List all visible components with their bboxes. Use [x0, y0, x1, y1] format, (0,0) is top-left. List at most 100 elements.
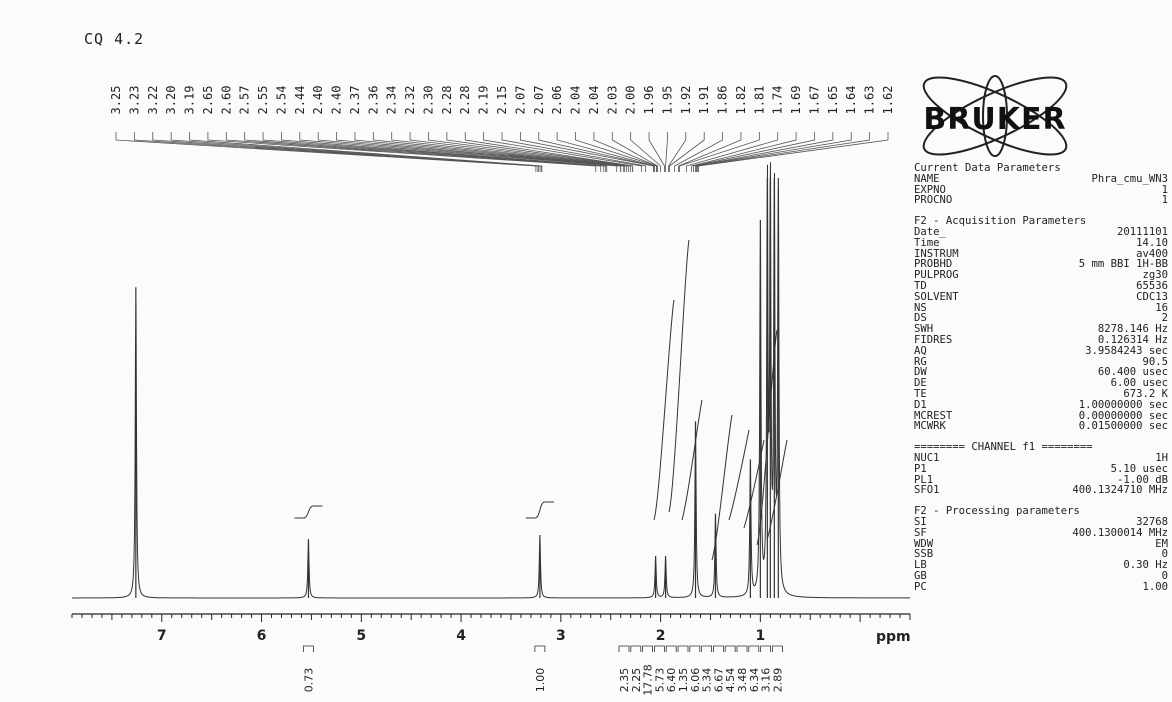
- acquisition-params-header: F2 - Acquisition Parameters: [914, 215, 1087, 228]
- peak-label: 2.40: [311, 86, 325, 115]
- integral-bracket: [760, 645, 771, 652]
- peak-leader-line: [698, 132, 889, 172]
- param-key: SSB: [914, 548, 934, 561]
- integral-bracket: [618, 645, 630, 652]
- integral-value: 1.35: [677, 668, 690, 693]
- peak-label: 2.40: [330, 86, 344, 115]
- peak-label: 2.07: [532, 86, 546, 115]
- param-key: SWH: [914, 323, 934, 336]
- param-key: P1: [914, 462, 927, 475]
- integral-bracket: [701, 645, 712, 652]
- param-key: WDW: [914, 537, 934, 550]
- param-row: SSB 0: [914, 549, 1168, 560]
- peak-leader-line: [391, 132, 628, 172]
- peak-label: 3.22: [146, 86, 160, 115]
- peak-leader-line: [501, 132, 647, 172]
- integral-value: 2.35: [618, 668, 631, 693]
- param-value: 2: [1161, 312, 1168, 325]
- param-key: NS: [914, 301, 927, 314]
- param-value: Phra_cmu_WN3: [1091, 172, 1168, 185]
- param-row: SF 400.1300014 MHz: [914, 527, 1168, 539]
- param-row: SFO1 400.1324710 MHz: [914, 485, 1168, 496]
- spectrum-line: [72, 162, 910, 599]
- peak-leader-line: [611, 132, 659, 172]
- param-key: TD: [914, 279, 927, 292]
- param-row: FIDRES 0.126314 Hz: [914, 335, 1168, 346]
- param-key: DE: [914, 377, 927, 390]
- peak-label: 1.91: [697, 86, 711, 115]
- peak-leader-line: [428, 132, 632, 172]
- peak-label: 1.65: [826, 86, 840, 115]
- param-row: DS 2: [914, 313, 1168, 324]
- param-row: PULPROG zg30: [914, 270, 1168, 281]
- param-row: MCREST 0.00000000 sec: [914, 410, 1168, 422]
- param-key: MCWRK: [914, 420, 946, 433]
- peak-label: 2.34: [385, 86, 399, 115]
- peak-label: 2.07: [513, 86, 527, 115]
- bruker-logo-text: BRUKER: [923, 102, 1067, 137]
- processing-params-rows: SI 32768 SF 400.1300014 MHz WDW EM SSB 0 LB 0.30 …: [914, 517, 1168, 593]
- param-row: NUC1 1H: [914, 453, 1168, 464]
- peak-label: 2.36: [366, 86, 380, 115]
- integral-value: 1.00: [534, 668, 547, 693]
- peak-label: 1.86: [716, 86, 730, 115]
- param-value: 65536: [1136, 279, 1168, 292]
- param-row: NS 16: [914, 301, 1168, 314]
- param-value: 0.126314 Hz: [1097, 333, 1168, 346]
- peak-label: 2.65: [201, 86, 215, 115]
- param-row: NAME Phra_cmu_WN3: [914, 172, 1168, 185]
- integral-curve: [668, 239, 690, 513]
- param-key: NAME: [914, 172, 940, 185]
- integral-bracket: [713, 645, 724, 652]
- peak-label: 1.95: [660, 86, 674, 115]
- param-row: SWH 8278.146 Hz: [914, 324, 1168, 335]
- peak-label: 2.19: [477, 86, 491, 115]
- param-row: D1 1.00000000 sec: [914, 399, 1168, 411]
- integral-value: 6.34: [748, 668, 761, 693]
- integral-curve: [681, 399, 703, 521]
- peak-leader-line: [207, 132, 597, 172]
- peak-label: 2.06: [550, 86, 564, 115]
- acquisition-params-rows: Date_ 20111101 Time 14.10 INSTRUM av400 PROBHD…: [914, 227, 1168, 432]
- integral-value: 6.67: [712, 668, 725, 693]
- param-key: SOLVENT: [914, 290, 959, 303]
- peak-leader-line: [244, 132, 605, 172]
- peak-leader-line: [354, 132, 625, 172]
- integral-bracket: [724, 645, 736, 652]
- param-row: INSTRUM av400: [914, 248, 1168, 260]
- param-key: PULPROG: [914, 269, 959, 282]
- x-tick-label: 5: [356, 628, 366, 644]
- param-key: DS: [914, 312, 927, 325]
- param-key: EXPNO: [914, 183, 946, 196]
- integral-value: 2.25: [630, 668, 643, 693]
- integral-bracket: [630, 645, 642, 652]
- integral-value: 6.06: [689, 668, 702, 693]
- integral-bracket: [748, 645, 760, 652]
- peak-label: 2.04: [569, 86, 583, 115]
- param-key: LB: [914, 559, 927, 572]
- peak-leader-line: [372, 132, 626, 172]
- param-value: 1H: [1155, 451, 1168, 464]
- param-key: PROCNO: [914, 194, 953, 207]
- integral-bracket: [772, 645, 783, 652]
- x-tick-label: 6: [257, 628, 267, 644]
- integral-curve: [728, 429, 750, 521]
- peak-label: 2.15: [495, 86, 509, 115]
- peak-label: 1.69: [789, 86, 803, 115]
- peak-label: 2.03: [605, 86, 619, 115]
- integral-bracket: [689, 645, 701, 652]
- param-value: 90.5: [1142, 355, 1168, 368]
- param-key: DW: [914, 366, 927, 379]
- param-key: NUC1: [914, 451, 940, 464]
- param-key: SFO1: [914, 484, 940, 497]
- param-value: 6.00 usec: [1110, 377, 1168, 390]
- param-value: 60.400 usec: [1097, 366, 1168, 379]
- sample-label: CQ 4.2: [84, 30, 145, 48]
- ppm-axis: 7 6 5 4 3 2 1 ppm: [71, 613, 911, 645]
- integral-bracket: [736, 645, 748, 652]
- param-value: 14.10: [1136, 236, 1168, 249]
- peak-leader-line: [299, 132, 618, 172]
- param-value: CDC13: [1136, 290, 1168, 303]
- integral-curve: [525, 501, 554, 519]
